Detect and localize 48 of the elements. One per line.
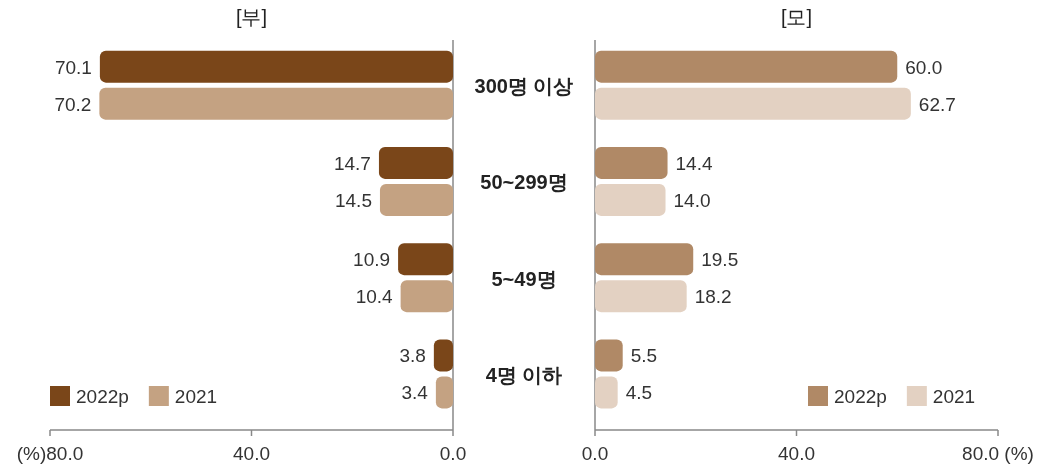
data-label: 60.0 — [905, 56, 943, 78]
data-label: 10.4 — [355, 286, 394, 308]
legend-label: 2022p — [834, 386, 887, 407]
bar — [99, 87, 453, 120]
bar — [595, 376, 618, 409]
y-tick-label: 5~49명 — [491, 267, 557, 290]
chart-title: [모] — [780, 6, 813, 28]
data-label: 14.0 — [673, 189, 711, 211]
data-label: 62.7 — [918, 93, 956, 115]
x-tick-label: (%)80.0 — [16, 443, 84, 464]
legend-label: 2021 — [174, 386, 218, 407]
data-label: 18.2 — [694, 286, 732, 308]
data-label: 14.4 — [675, 152, 713, 174]
data-label: 5.5 — [630, 345, 658, 367]
bar — [595, 50, 898, 83]
data-label: 14.5 — [334, 189, 372, 211]
legend-label: 2022p — [76, 386, 129, 407]
y-tick-label: 300명 이상 — [474, 75, 574, 98]
bar — [379, 183, 453, 216]
x-tick-label: 80.0 (%) — [962, 443, 1034, 464]
bar — [400, 280, 453, 313]
bar — [378, 146, 453, 179]
bar — [433, 339, 453, 372]
legend-label: 2021 — [932, 386, 976, 407]
data-label: 14.7 — [333, 152, 371, 174]
bar — [595, 87, 911, 120]
data-label: 70.1 — [54, 56, 92, 78]
bar — [595, 243, 694, 276]
data-label: 4.5 — [625, 382, 653, 404]
y-tick-label: 4명 이하 — [485, 363, 563, 386]
data-label: 10.9 — [353, 249, 391, 271]
x-tick-label: 40.0 — [233, 443, 270, 464]
bar — [595, 183, 666, 216]
bar — [595, 146, 668, 179]
x-tick-label: 40.0 — [778, 443, 815, 464]
data-label: 3.4 — [401, 382, 429, 404]
y-tick-label: 50~299명 — [480, 171, 568, 194]
data-label: 19.5 — [701, 249, 739, 271]
data-label: 3.8 — [399, 345, 426, 367]
data-label: 70.2 — [54, 93, 92, 115]
x-tick-label: 0.0 — [581, 443, 609, 464]
chart-title: [부] — [235, 6, 268, 28]
x-tick-label: 0.0 — [439, 443, 467, 464]
bar — [595, 339, 623, 372]
bar — [398, 243, 453, 276]
bar — [99, 50, 453, 83]
bar — [435, 376, 453, 409]
bar — [595, 280, 687, 313]
